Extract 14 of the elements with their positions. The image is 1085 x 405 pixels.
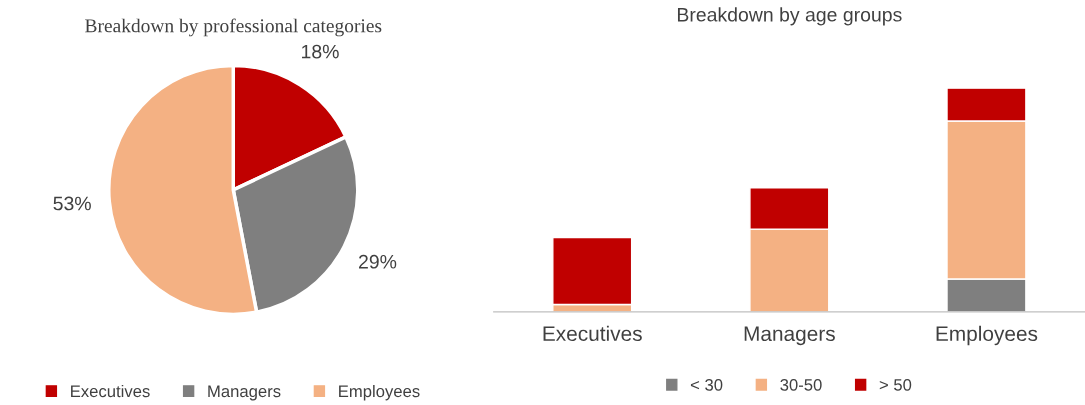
- chart-title: Breakdown by age groups: [677, 7, 902, 26]
- data-label: 53%: [53, 196, 91, 211]
- legend-label: Managers: [208, 385, 281, 401]
- x-tick-label: Executives: [543, 325, 642, 342]
- data-label: 29%: [359, 254, 397, 269]
- data-label: 18%: [302, 44, 339, 59]
- x-tick-label: Managers: [744, 326, 835, 346]
- legend-label: Employees: [339, 384, 420, 401]
- legend-label: < 30: [690, 378, 723, 391]
- x-tick-label: Employees: [936, 325, 1038, 346]
- chart-title: Breakdown by professional categories: [85, 18, 382, 37]
- legend-label: > 50: [879, 378, 912, 391]
- legend-label: Executives: [71, 384, 150, 398]
- legend-label: 30-50: [780, 378, 822, 391]
